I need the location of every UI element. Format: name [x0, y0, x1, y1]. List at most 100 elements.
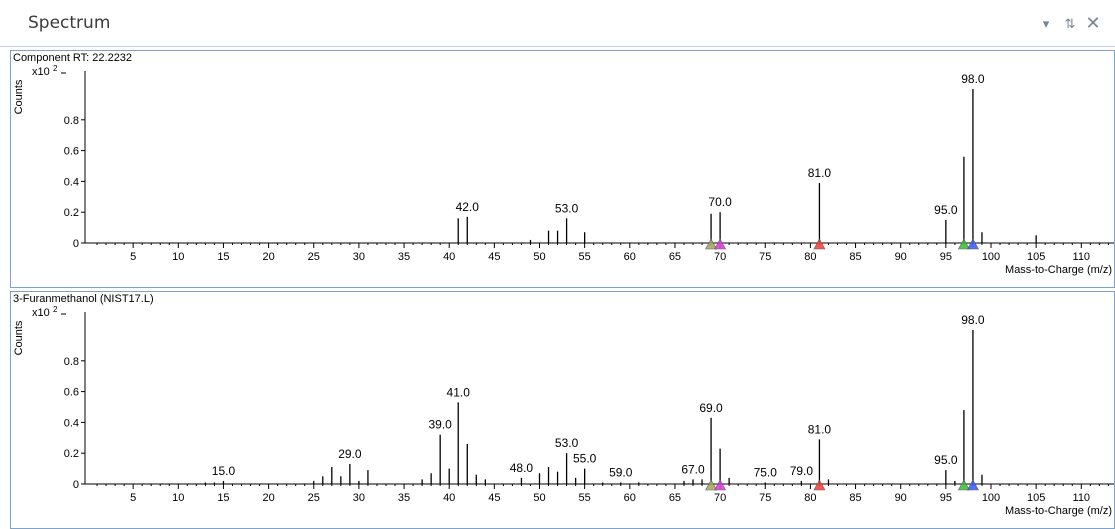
x-tick-label: 80 [804, 492, 816, 504]
peak-label: 75.0 [754, 465, 778, 479]
peak-label: 48.0 [510, 461, 534, 475]
y-tick-label: 0.6 [64, 387, 79, 399]
x-tick-label: 70 [714, 251, 726, 263]
ion-marker-triangle [966, 479, 979, 491]
x-tick-label: 20 [262, 251, 274, 263]
x-tick-label: 5 [130, 251, 136, 263]
x-tick-label: 15 [217, 251, 229, 263]
spectrum-panel-component[interactable]: Component RT: 22.2232 Counts x10 2 0 0.2 0.4 0… [10, 50, 1115, 288]
close-icon[interactable]: ✕ [1085, 13, 1101, 33]
y-tick-label: 0.4 [64, 417, 79, 429]
x-tick-label: 95 [940, 492, 952, 504]
y-tick-label: 0.2 [64, 448, 79, 460]
peak-label: 29.0 [338, 447, 362, 461]
y-tick-label: 0.8 [64, 356, 79, 368]
peak-label: 53.0 [555, 201, 579, 215]
x-tick-label: 45 [488, 251, 500, 263]
x-tick-label: 105 [1027, 492, 1045, 504]
x-tick-label: 60 [624, 251, 636, 263]
title-bar: Spectrum ▾ ⇅ ✕ [0, 0, 1115, 47]
peak-label: 70.0 [708, 195, 732, 209]
x-tick-label: 5 [130, 492, 136, 504]
peak-label: 41.0 [447, 385, 471, 399]
peak-label: 81.0 [808, 166, 832, 180]
x-tick-label: 45 [488, 492, 500, 504]
y-scale-exponent: 2 [53, 64, 58, 73]
x-tick-label: 70 [714, 492, 726, 504]
y-tick-label: 0.6 [64, 146, 79, 158]
x-tick-label: 105 [1027, 251, 1045, 263]
peak-label: 53.0 [555, 436, 579, 450]
x-tick-label: 30 [353, 492, 365, 504]
x-tick-label: 75 [759, 492, 771, 504]
y-tick-label: 0.2 [64, 207, 79, 219]
ion-marker-triangle [705, 479, 718, 491]
peak-label: 81.0 [808, 422, 832, 436]
x-tick-label: 25 [308, 251, 320, 263]
x-tick-label: 110 [1073, 251, 1091, 263]
peak-label: 39.0 [428, 418, 452, 432]
peak-label: 15.0 [212, 464, 236, 478]
spectrum-panel-library[interactable]: 3-Furanmethanol (NIST17.L) Counts x10 2 0 0.… [10, 291, 1115, 529]
ion-marker-triangle [813, 238, 826, 250]
x-tick-label: 95 [940, 251, 952, 263]
peak-label: 95.0 [934, 453, 958, 467]
x-tick-label: 85 [849, 251, 861, 263]
x-tick-label: 10 [172, 492, 184, 504]
y-scale-exponent: 2 [53, 305, 58, 314]
peak-label: 67.0 [681, 462, 705, 476]
x-tick-label: 50 [533, 251, 545, 263]
peak-label: 98.0 [961, 72, 985, 86]
peak-label: 95.0 [934, 203, 958, 217]
panel-title: 3-Furanmethanol (NIST17.L) [13, 293, 154, 305]
y-axis-label: Counts [13, 320, 25, 355]
peak-label: 69.0 [699, 401, 723, 415]
y-scale-label: x10 [32, 307, 50, 319]
window-title: Spectrum [28, 13, 111, 33]
x-tick-label: 50 [533, 492, 545, 504]
x-tick-label: 75 [759, 251, 771, 263]
peak-label: 55.0 [573, 452, 597, 466]
ion-marker-triangle [966, 238, 979, 250]
x-tick-label: 100 [982, 492, 1000, 504]
x-tick-label: 60 [624, 492, 636, 504]
x-tick-label: 35 [398, 492, 410, 504]
x-tick-label: 40 [443, 251, 455, 263]
chevron-down-icon[interactable]: ▾ [1042, 16, 1050, 31]
x-tick-label: 10 [172, 251, 184, 263]
x-tick-label: 100 [982, 251, 1000, 263]
y-axis-label: Counts [13, 79, 25, 114]
x-tick-label: 25 [308, 492, 320, 504]
ion-marker-triangle [957, 238, 970, 250]
x-tick-label: 30 [353, 251, 365, 263]
y-scale-label: x10 [32, 66, 50, 78]
x-axis-label: Mass-to-Charge (m/z) [1005, 505, 1112, 517]
x-tick-label: 15 [217, 492, 229, 504]
y-tick-label: 0 [73, 238, 79, 250]
x-tick-label: 90 [895, 492, 907, 504]
x-tick-label: 90 [895, 251, 907, 263]
x-axis-label: Mass-to-Charge (m/z) [1005, 264, 1112, 276]
pin-icon[interactable]: ⇅ [1064, 16, 1076, 31]
ion-marker-triangle [705, 238, 718, 250]
x-tick-label: 65 [669, 492, 681, 504]
y-tick-label: 0.8 [64, 115, 79, 127]
x-tick-label: 35 [398, 251, 410, 263]
peak-label: 59.0 [609, 465, 633, 479]
panel-title: Component RT: 22.2232 [13, 52, 133, 64]
x-tick-label: 55 [579, 492, 591, 504]
x-tick-label: 65 [669, 251, 681, 263]
x-tick-label: 85 [849, 492, 861, 504]
y-tick-label: 0.4 [64, 176, 79, 188]
peak-label: 42.0 [456, 200, 480, 214]
y-tick-label: 0 [73, 479, 79, 491]
peak-label: 98.0 [961, 313, 985, 327]
x-tick-label: 80 [804, 251, 816, 263]
x-tick-label: 20 [262, 492, 274, 504]
x-tick-label: 55 [579, 251, 591, 263]
x-tick-label: 40 [443, 492, 455, 504]
ion-marker-triangle [957, 479, 970, 491]
